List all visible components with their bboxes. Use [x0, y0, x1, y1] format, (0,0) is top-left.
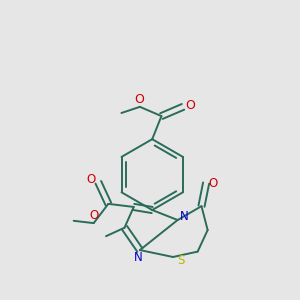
Text: N: N: [134, 251, 143, 264]
Text: O: O: [87, 173, 96, 187]
Text: S: S: [177, 254, 184, 267]
Text: O: O: [208, 177, 218, 190]
Text: N: N: [180, 210, 189, 223]
Text: O: O: [134, 93, 144, 106]
Text: O: O: [89, 209, 98, 222]
Text: O: O: [185, 99, 195, 112]
